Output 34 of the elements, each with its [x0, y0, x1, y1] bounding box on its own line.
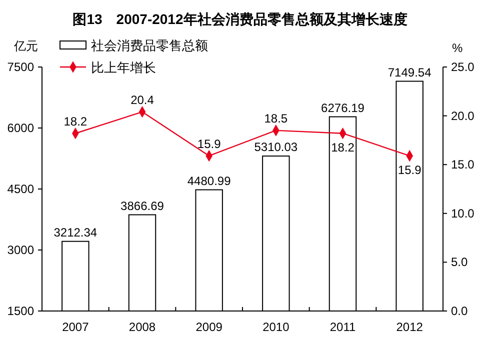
y2-axis-title: %	[452, 41, 463, 55]
x-tick-label: 2009	[196, 320, 223, 334]
data-label: 18.2	[64, 114, 88, 128]
x-tick-label: 2012	[396, 320, 424, 334]
data-label: 5310.03	[254, 140, 298, 154]
x-tick-label: 2007	[62, 320, 90, 334]
data-label: 3212.34	[54, 225, 98, 240]
y-tick-label: 4500	[7, 182, 34, 196]
y-tick-label: 1500	[7, 304, 34, 318]
y-tick-label: 6000	[7, 121, 34, 135]
y2-tick-label: 15.0	[451, 158, 475, 172]
x-tick-label: 2010	[262, 320, 290, 334]
data-label: 18.5	[264, 111, 288, 126]
legend-label: 社会消费品零售总额	[91, 38, 208, 53]
data-label: 15.9	[197, 136, 222, 151]
x-tick-label: 2011	[330, 320, 356, 334]
data-label: 6276.19	[321, 100, 365, 115]
y2-tick-label: 0.0	[451, 304, 468, 318]
data-label: 4480.99	[187, 174, 232, 188]
y-axis-title: 亿元	[13, 39, 38, 53]
data-label: 3866.69	[120, 198, 164, 213]
data-label: 7149.54	[388, 65, 432, 80]
y2-tick-label: 10.0	[451, 206, 475, 220]
y-tick-label: 7500	[7, 60, 34, 74]
x-tick-label: 2008	[128, 320, 156, 334]
y-tick-label: 3000	[7, 243, 34, 257]
data-label: 20.4	[130, 92, 154, 107]
y2-tick-label: 20.0	[451, 108, 475, 123]
data-label: 18.2	[331, 140, 355, 154]
y2-tick-label: 5.0	[451, 255, 468, 270]
y2-tick-label: 25.0	[451, 60, 475, 74]
data-label: 15.9	[398, 162, 422, 177]
legend-label: 比上年增长	[91, 60, 156, 75]
chart-title: 图13 2007-2012年社会消费品零售总额及其增长速度	[72, 11, 408, 27]
